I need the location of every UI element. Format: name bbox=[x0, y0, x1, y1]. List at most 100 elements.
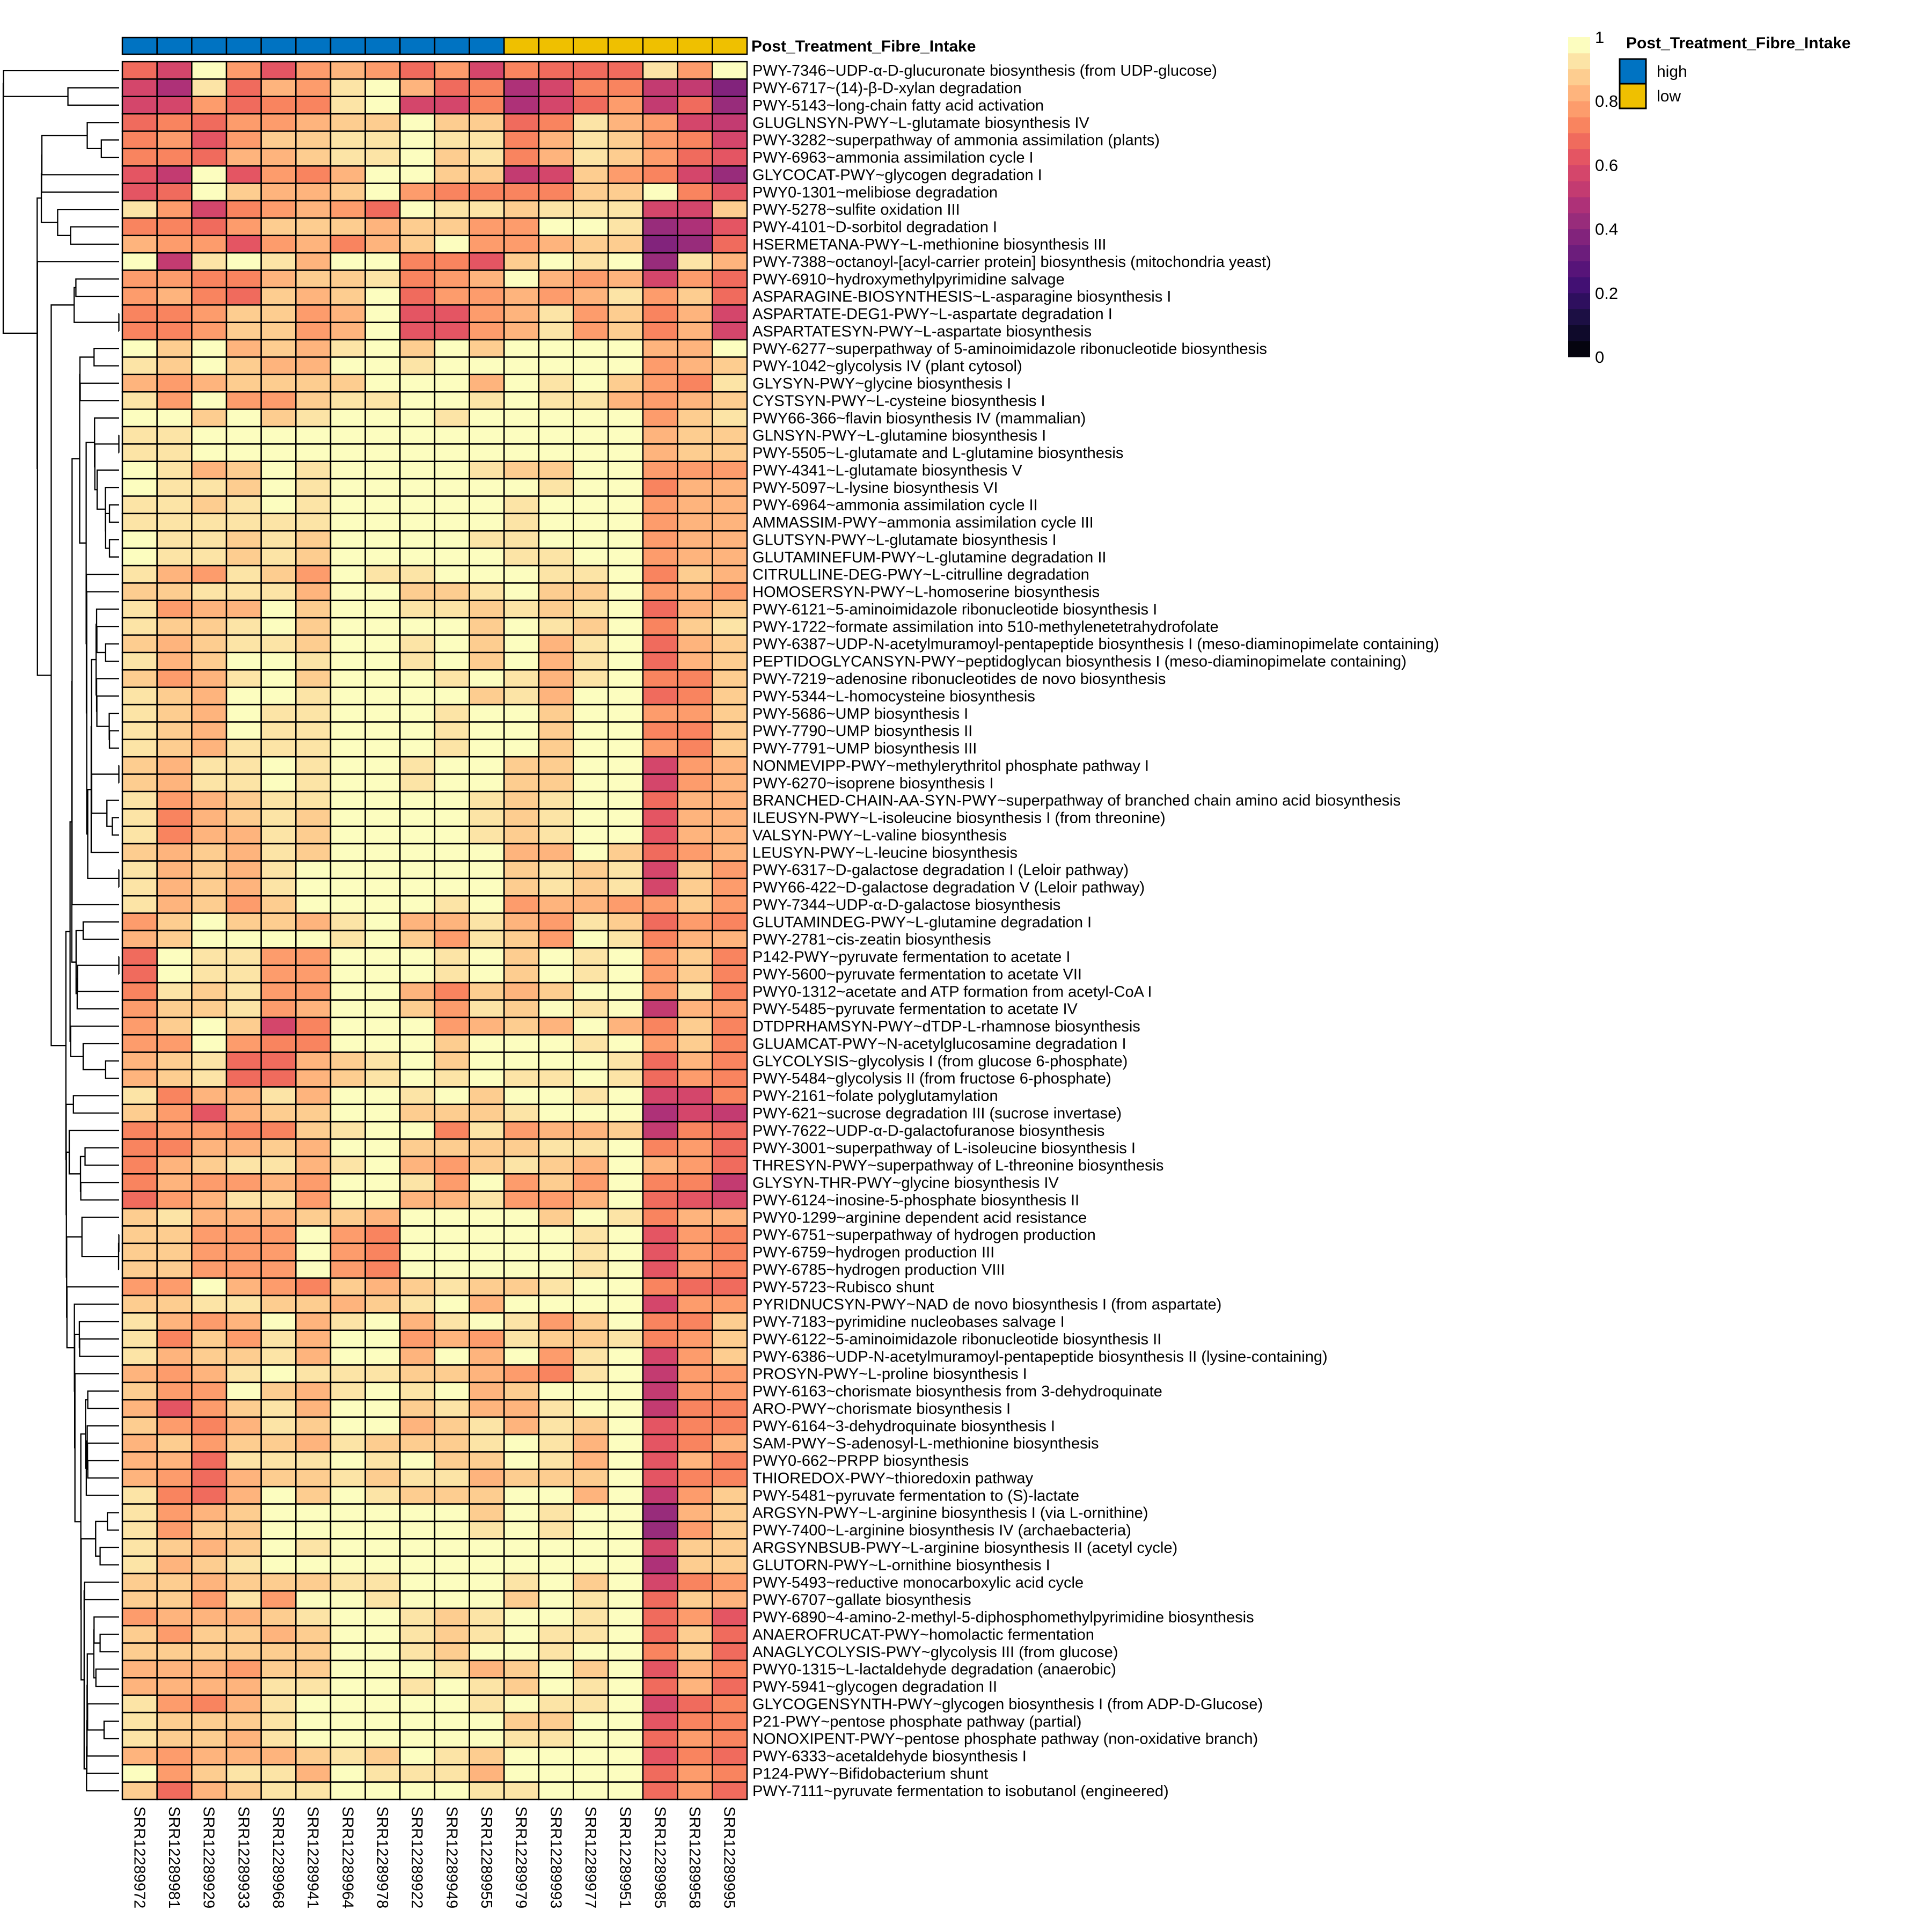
heatmap-cell bbox=[538, 78, 574, 98]
heatmap-cell bbox=[191, 1138, 228, 1158]
heatmap-cell bbox=[225, 669, 262, 688]
heatmap-cell bbox=[364, 1642, 401, 1662]
heatmap-cell bbox=[712, 1312, 748, 1331]
heatmap-cell bbox=[573, 982, 609, 1001]
heatmap-cell bbox=[260, 1399, 297, 1418]
heatmap-cell bbox=[225, 200, 262, 219]
heatmap-cell bbox=[712, 269, 748, 289]
heatmap-cell bbox=[434, 1381, 470, 1401]
heatmap-cell bbox=[364, 1190, 401, 1210]
heatmap-cell bbox=[573, 756, 609, 775]
heatmap-cell bbox=[225, 1069, 262, 1088]
heatmap-cell bbox=[469, 547, 505, 567]
heatmap-cell bbox=[399, 1711, 436, 1731]
dendrogram-branch bbox=[86, 1443, 119, 1470]
heatmap-cell bbox=[330, 1729, 366, 1748]
heatmap-cell bbox=[364, 860, 401, 880]
heatmap-cell bbox=[121, 1746, 158, 1766]
heatmap-cell bbox=[642, 964, 678, 984]
heatmap-cell bbox=[399, 964, 436, 984]
heatmap-cell bbox=[260, 1590, 297, 1609]
heatmap-cell bbox=[538, 252, 574, 271]
heatmap-cell bbox=[225, 704, 262, 723]
heatmap-cell bbox=[712, 947, 748, 967]
heatmap-cell bbox=[642, 61, 678, 80]
heatmap-cell bbox=[295, 426, 332, 445]
heatmap-cell bbox=[538, 930, 574, 949]
heatmap-cell bbox=[677, 339, 713, 358]
heatmap-cell bbox=[260, 321, 297, 341]
heatmap-cell bbox=[330, 1086, 366, 1106]
heatmap-cell bbox=[399, 1312, 436, 1331]
heatmap-cell bbox=[330, 252, 366, 271]
heatmap-cell bbox=[364, 443, 401, 462]
heatmap-cell bbox=[295, 599, 332, 619]
heatmap-cell bbox=[156, 1433, 193, 1453]
dendrogram-branch bbox=[2, 83, 38, 334]
heatmap-cell bbox=[156, 1277, 193, 1297]
heatmap-cell bbox=[677, 582, 713, 602]
heatmap-cell bbox=[156, 652, 193, 671]
heatmap-cell bbox=[330, 165, 366, 184]
heatmap-cell bbox=[191, 999, 228, 1019]
heatmap-cell bbox=[677, 738, 713, 758]
heatmap-cell bbox=[434, 1016, 470, 1036]
heatmap-cell bbox=[260, 391, 297, 410]
row-label: PWY66-366~flavin biosynthesis IV (mammal… bbox=[752, 410, 1086, 427]
heatmap-cell bbox=[538, 1624, 574, 1644]
heatmap-cell bbox=[642, 825, 678, 845]
heatmap-cell bbox=[642, 339, 678, 358]
heatmap-cell bbox=[608, 200, 644, 219]
heatmap-cell bbox=[469, 1138, 505, 1158]
heatmap-cell bbox=[191, 1155, 228, 1175]
heatmap-cell bbox=[538, 113, 574, 132]
heatmap-cell bbox=[677, 165, 713, 184]
heatmap-cell bbox=[642, 78, 678, 98]
heatmap-cell bbox=[642, 1294, 678, 1314]
heatmap-cell bbox=[260, 1346, 297, 1366]
heatmap-cell bbox=[677, 617, 713, 636]
heatmap-cell bbox=[677, 356, 713, 376]
heatmap-cell bbox=[573, 478, 609, 497]
heatmap-cell bbox=[503, 1746, 540, 1766]
heatmap-cell bbox=[469, 374, 505, 393]
heatmap-cell bbox=[260, 1277, 297, 1297]
dendrogram-branch bbox=[3, 70, 119, 97]
heatmap-cell bbox=[573, 1677, 609, 1696]
heatmap-cell bbox=[608, 1208, 644, 1227]
heatmap-cell bbox=[503, 374, 540, 393]
heatmap-cell bbox=[434, 599, 470, 619]
heatmap-cell bbox=[191, 860, 228, 880]
heatmap-cell bbox=[399, 1225, 436, 1245]
column-label: SRR12289929 bbox=[200, 1806, 217, 1908]
colorbar-bin bbox=[1568, 341, 1590, 357]
heatmap-cell bbox=[712, 1729, 748, 1748]
heatmap-cell bbox=[295, 1485, 332, 1505]
heatmap-cell bbox=[399, 408, 436, 428]
heatmap-cell bbox=[677, 1572, 713, 1592]
heatmap-cell bbox=[260, 200, 297, 219]
heatmap-cell bbox=[503, 1538, 540, 1557]
dendrogram-branch bbox=[111, 817, 119, 836]
dendrogram-branch bbox=[68, 1130, 119, 1175]
heatmap-cell bbox=[364, 408, 401, 428]
heatmap-cell bbox=[503, 96, 540, 115]
heatmap-cell bbox=[434, 1642, 470, 1662]
heatmap-cell bbox=[469, 634, 505, 654]
heatmap-cell bbox=[469, 1781, 505, 1801]
heatmap-cell bbox=[121, 1346, 158, 1366]
heatmap-cell bbox=[260, 930, 297, 949]
row-label: DTDPRHAMSYN-PWY~dTDP-L-rhamnose biosynth… bbox=[752, 1018, 1140, 1035]
heatmap-cell bbox=[434, 738, 470, 758]
heatmap-cell bbox=[469, 1381, 505, 1401]
heatmap-cell bbox=[156, 1399, 193, 1418]
heatmap-cell bbox=[642, 1746, 678, 1766]
heatmap-cell bbox=[712, 1624, 748, 1644]
heatmap-cell bbox=[156, 391, 193, 410]
heatmap-cell bbox=[225, 252, 262, 271]
heatmap-cell bbox=[364, 652, 401, 671]
heatmap-cell bbox=[295, 1781, 332, 1801]
heatmap-cell bbox=[538, 374, 574, 393]
heatmap-cell bbox=[677, 1763, 713, 1783]
heatmap-cell bbox=[608, 1364, 644, 1384]
